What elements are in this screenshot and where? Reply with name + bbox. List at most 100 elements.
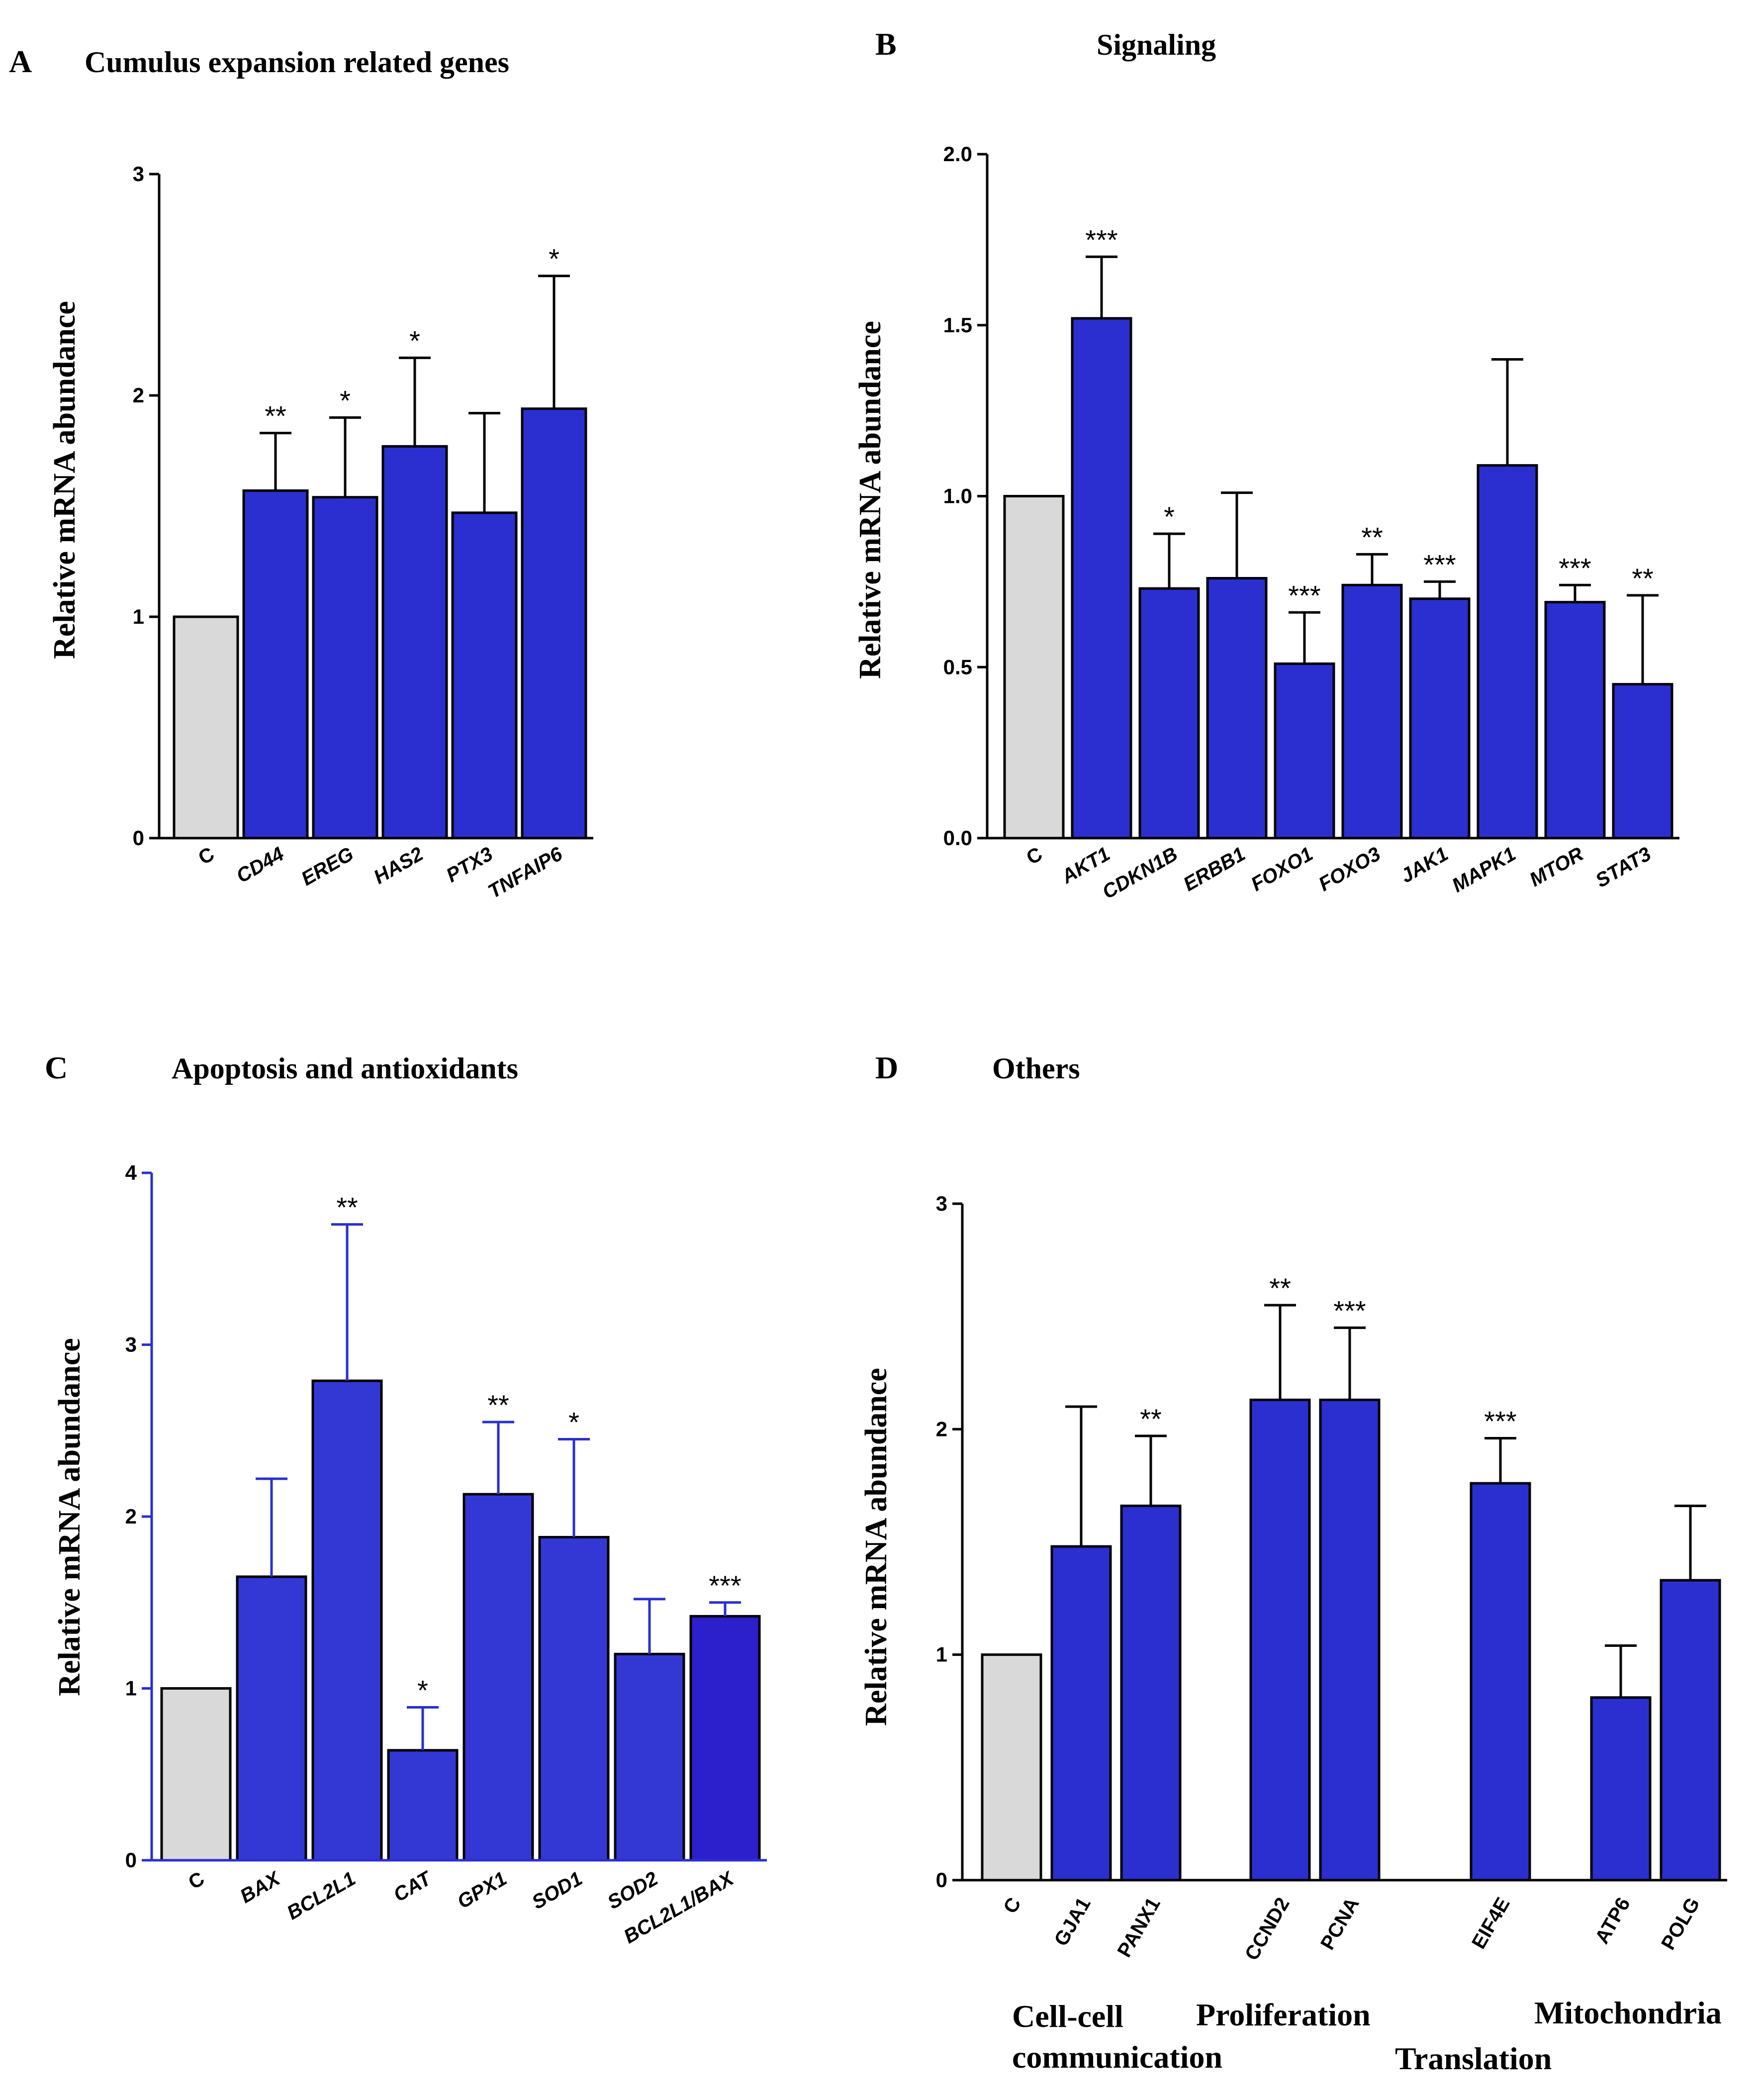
significance-marker: ** [1632,563,1654,594]
significance-marker: *** [1333,1295,1366,1326]
panel-letter: B [875,26,897,62]
category-label: PCNA [1316,1894,1364,1954]
y-tick-label: 1 [133,605,144,628]
y-tick-label: 3 [133,162,144,186]
y-tick-label: 2 [936,1417,947,1440]
category-label: FOXO3 [1315,843,1384,896]
category-label: CD44 [233,843,288,887]
category-label: PTX3 [443,843,497,887]
category-label: POLG [1657,1894,1704,1954]
y-tick-label: 3 [125,1333,137,1356]
bar-polg [1660,1579,1721,1882]
group-label-mitochondria: Mitochondria [1534,1995,1722,2030]
bar-tnfaip6 [521,407,587,840]
y-tick-label: 2 [133,383,144,407]
significance-marker: ** [265,400,286,432]
category-label: C [194,843,218,869]
significance-marker: * [568,1407,579,1438]
category-label: ERBB1 [1180,843,1249,896]
bar-c [981,1653,1042,1882]
y-axis-label: Relative mRNA abundance [859,1368,893,1726]
y-tick-label: 1.0 [943,484,972,508]
significance-marker: ** [336,1192,358,1223]
category-label: SOD1 [528,1868,586,1914]
category-label: C [999,1894,1025,1917]
category-label: MTOR [1526,843,1587,891]
category-label: CAT [390,1867,437,1907]
category-label: FOXO1 [1247,843,1316,896]
bar-foxo1 [1274,662,1335,840]
category-label: CCND2 [1241,1894,1294,1964]
group-label-cell-cell: Cell-cell communication [1012,1999,1222,2075]
significance-marker: *** [1085,224,1117,255]
bar-bcl2l1-bax [689,1615,761,1862]
bar-stat3 [1612,683,1673,840]
category-label: JAK1 [1397,843,1452,887]
significance-marker: * [549,243,559,275]
category-label: C [185,1868,208,1894]
bar-c [173,615,239,840]
category-label: MAPK1 [1448,843,1519,897]
group-labels: Cell-cell communication Proliferation Tr… [1012,1995,1722,2076]
group-label-translation: Translation [1395,2041,1552,2076]
y-axis-label: Relative mRNA abundance [53,1338,87,1696]
bar-ptx3 [451,511,518,840]
panel-title: Apoptosis and antioxidants [172,1052,518,1085]
y-tick-label: 1.5 [943,313,972,337]
y-tick-label: 1 [936,1643,947,1666]
y-tick-label: 2 [125,1505,137,1528]
bar-erbb1 [1206,577,1268,840]
bar-akt1 [1071,317,1132,840]
panel-title: Signaling [1097,28,1216,61]
significance-marker: *** [1559,552,1591,583]
y-tick-label: 4 [125,1161,137,1184]
significance-marker: *** [1288,579,1320,611]
y-tick-label: 2.0 [943,142,972,166]
panel-b: B Signaling Relative mRNA abundance C***… [853,26,1679,903]
bar-sod2 [614,1652,685,1862]
bar-mtor [1544,601,1606,840]
bar-mapk1 [1477,464,1538,840]
category-label: CDKN1B [1099,843,1181,903]
category-label: EIF4E [1468,1894,1514,1953]
bar-foxo3 [1341,583,1403,840]
category-label: HAS2 [370,843,427,888]
category-label: PANX1 [1113,1894,1164,1961]
bar-cd44 [242,489,309,840]
panel-c: C Apoptosis and antioxidants Relative mR… [45,1050,767,1948]
significance-marker: *** [1423,549,1456,580]
y-tick-label: 0.0 [943,826,972,850]
significance-marker: ** [1361,521,1383,553]
bar-eif4e [1470,1482,1531,1882]
group-label-line: communication [1012,2039,1222,2075]
y-axis-label: Relative mRNA abundance [853,321,887,679]
y-axis-label: Relative mRNA abundance [48,301,82,659]
panel-letter: C [45,1050,68,1085]
y-tick-label: 0 [125,1848,137,1872]
significance-marker: * [417,1675,428,1706]
category-label: C [1022,843,1046,869]
bar-c [160,1687,232,1862]
category-label: BCL2L1 [283,1868,360,1924]
significance-marker: ** [487,1389,509,1421]
category-label: BAX [236,1867,284,1908]
bar-pcna [1319,1398,1381,1882]
bar-gja1 [1050,1545,1112,1882]
significance-marker: ** [1269,1272,1291,1304]
y-tick-label: 3 [936,1192,947,1215]
group-label-line: Cell-cell [1012,1999,1123,2034]
bar-ereg [312,496,378,840]
bar-cat [387,1749,459,1862]
y-tick-label: 0.5 [943,655,972,678]
panel-d: D Others Relative mRNA abundance C GJA1 **… [859,1050,1727,1964]
panel-letter: D [875,1050,898,1085]
y-tick-label: 0 [936,1868,947,1892]
bar-gpx1 [463,1493,534,1862]
bar-c [1003,495,1065,840]
category-label: ATP6 [1591,1894,1635,1948]
panel-title: Others [992,1052,1080,1085]
significance-marker: * [1164,501,1175,532]
category-label: SOD2 [604,1868,661,1914]
bar-sod1 [538,1535,610,1862]
y-tick-label: 0 [133,826,144,850]
